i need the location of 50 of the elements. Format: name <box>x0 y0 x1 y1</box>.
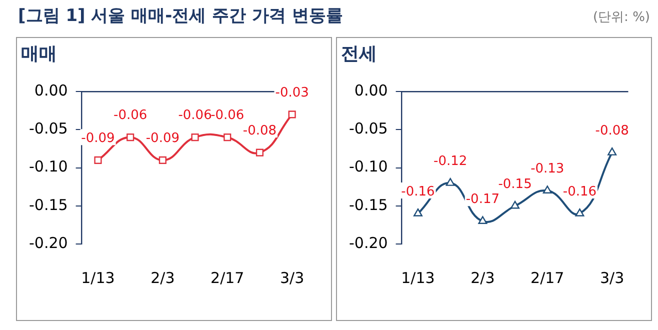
point <box>288 110 296 118</box>
point <box>413 208 422 216</box>
data-label: -0.03 <box>275 85 309 100</box>
text: [그림 1] 서울 매매-전세 주간 가격 변동률 <box>18 5 343 27</box>
point <box>542 186 552 194</box>
data-label: -0.16 <box>401 184 435 200</box>
y-tick-label: 0.00 <box>34 81 68 100</box>
y-tick-label: -0.15 <box>29 196 68 214</box>
data-label: -0.08 <box>242 123 277 138</box>
point <box>94 156 102 164</box>
y-tick-label: -0.05 <box>29 120 68 138</box>
point <box>510 200 520 209</box>
point <box>158 156 166 164</box>
x-tick-label: 3/3 <box>280 268 304 287</box>
x-tick-label: 2/17 <box>210 268 244 287</box>
point <box>478 216 488 224</box>
point <box>126 134 134 142</box>
data-label: -0.09 <box>146 131 180 146</box>
y-tick-label: -0.15 <box>349 196 388 214</box>
y-tick-label: -0.05 <box>349 120 388 138</box>
y-tick-label: -0.10 <box>349 158 388 176</box>
y-tick-label: -0.10 <box>29 158 68 176</box>
point <box>575 208 584 216</box>
point <box>224 134 232 142</box>
data-label: -0.13 <box>530 162 564 177</box>
data-label: -0.17 <box>466 192 500 208</box>
data-label: -0.15 <box>498 176 532 192</box>
data-label: -0.09 <box>81 131 115 146</box>
point <box>446 178 455 186</box>
data-label: -0.06 <box>210 108 244 124</box>
x-tick-label: 2/3 <box>150 268 175 287</box>
text: (단위: %) <box>592 9 650 26</box>
x-tick-label: 2/17 <box>530 268 564 287</box>
point <box>191 134 199 142</box>
data-label: -0.16 <box>562 184 597 200</box>
data-label: -0.08 <box>595 123 629 138</box>
chart-title: 전세 <box>341 43 377 64</box>
y-tick-label: -0.20 <box>349 234 388 252</box>
point <box>256 148 264 156</box>
y-tick-label: 0.00 <box>354 81 388 100</box>
x-tick-label: 3/3 <box>600 268 624 287</box>
x-tick-label: 1/13 <box>81 268 115 287</box>
point <box>608 147 617 156</box>
data-label: -0.06 <box>178 108 212 124</box>
data-label: -0.06 <box>114 108 148 124</box>
data-label: -0.12 <box>434 154 468 169</box>
x-tick-label: 1/13 <box>401 268 435 287</box>
y-tick-label: -0.20 <box>29 234 68 252</box>
chart-title: 매매 <box>21 43 57 64</box>
x-tick-label: 2/3 <box>470 268 495 287</box>
